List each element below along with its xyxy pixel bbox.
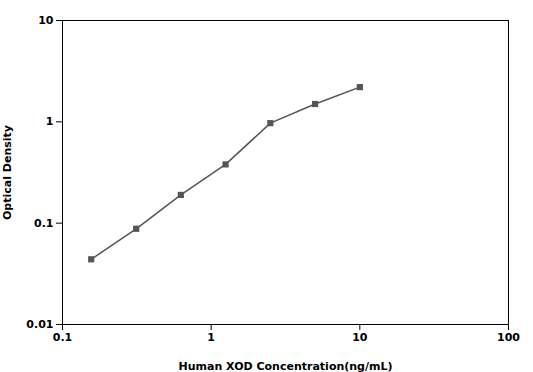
svg-text:10: 10	[352, 331, 368, 344]
svg-text:0.01: 0.01	[26, 318, 53, 331]
svg-text:1: 1	[207, 331, 215, 344]
svg-text:0.1: 0.1	[34, 217, 54, 230]
svg-text:1: 1	[46, 115, 54, 128]
svg-text:Human XOD Concentration(ng/mL): Human XOD Concentration(ng/mL)	[178, 360, 392, 372]
svg-text:10: 10	[38, 14, 54, 27]
svg-text:0.1: 0.1	[53, 331, 73, 344]
svg-text:Optical Density: Optical Density	[1, 125, 14, 220]
svg-text:100: 100	[497, 331, 520, 344]
